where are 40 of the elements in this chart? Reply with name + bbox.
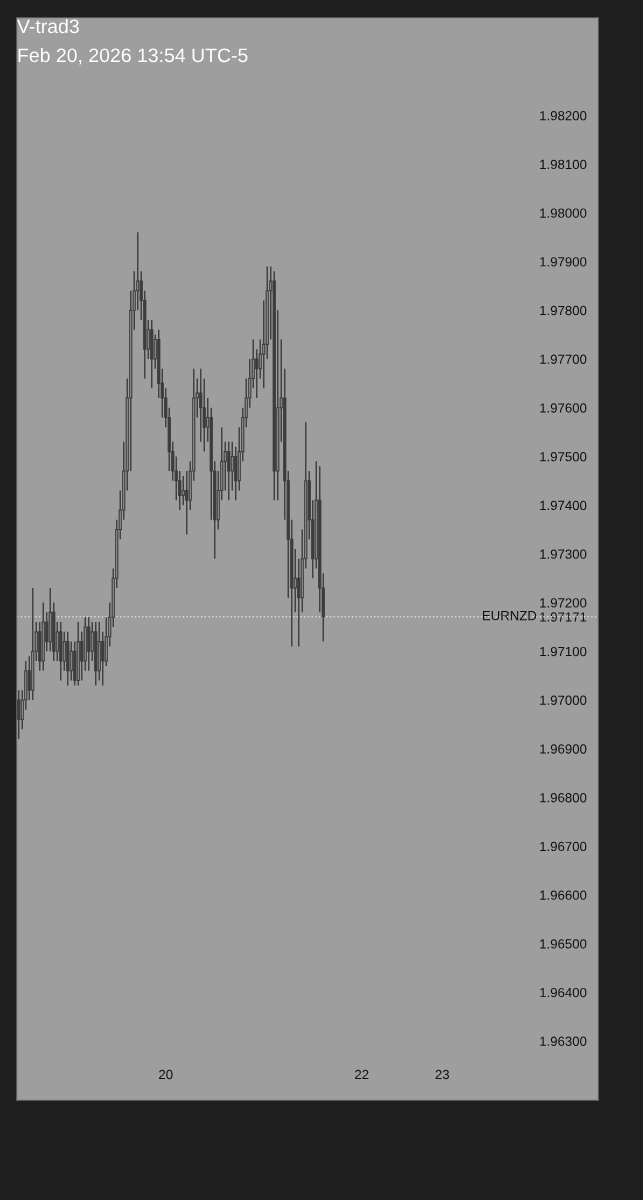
y-tick-label: 1.98000 — [540, 208, 587, 218]
y-tick-label: 1.96800 — [540, 793, 587, 803]
x-tick-label: 20 — [159, 1069, 173, 1080]
y-tick-label: 1.96500 — [540, 939, 587, 949]
y-tick-label: 1.97500 — [540, 452, 587, 462]
chart-title: V-trad3 — [17, 18, 79, 34]
y-tick-label: 1.97800 — [540, 305, 587, 316]
y-tick-label: 1.98100 — [540, 159, 587, 170]
y-tick-label: 1.97400 — [540, 500, 587, 511]
candlestick — [227, 441, 231, 501]
y-tick-label: 1.97900 — [540, 257, 587, 267]
candlestick — [255, 348, 259, 399]
y-tick-label: 1.96900 — [540, 744, 587, 754]
candlestick — [185, 470, 189, 536]
y-tick-label: 1.96300 — [540, 1036, 587, 1046]
text: Feb 20, 2026 13:54 UTC-5 — [18, 47, 248, 65]
candlestick — [181, 475, 185, 506]
candlestick — [62, 631, 66, 672]
y-tick-label: 1.97171 — [540, 612, 587, 622]
candlestick — [202, 377, 206, 453]
candlestick — [69, 640, 73, 682]
y-tick-label: 1.97000 — [540, 695, 587, 705]
y-tick-label: 1.96600 — [540, 890, 587, 900]
y-tick-label: 1.97700 — [540, 354, 587, 364]
y-tick-label: 1.96700 — [540, 841, 587, 852]
y-tick-label: 1.97200 — [540, 598, 587, 608]
y-tick-label: 1.97300 — [540, 549, 587, 559]
y-tick-label: 1.97100 — [540, 646, 587, 657]
candlestick — [27, 655, 31, 701]
candlestick — [199, 368, 203, 443]
ref-line-label: EURNZD — [483, 611, 537, 621]
candlestick — [101, 631, 105, 687]
x-tick-label: 22 — [355, 1069, 369, 1080]
y-tick-label: 1.98200 — [540, 111, 587, 121]
x-tick-label: 23 — [435, 1069, 450, 1080]
y-tick-label: 1.96400 — [540, 987, 587, 998]
candlestick — [17, 689, 21, 740]
y-tick-label: 1.97600 — [540, 403, 587, 413]
candlestick — [230, 441, 234, 492]
candlestick — [223, 441, 227, 492]
